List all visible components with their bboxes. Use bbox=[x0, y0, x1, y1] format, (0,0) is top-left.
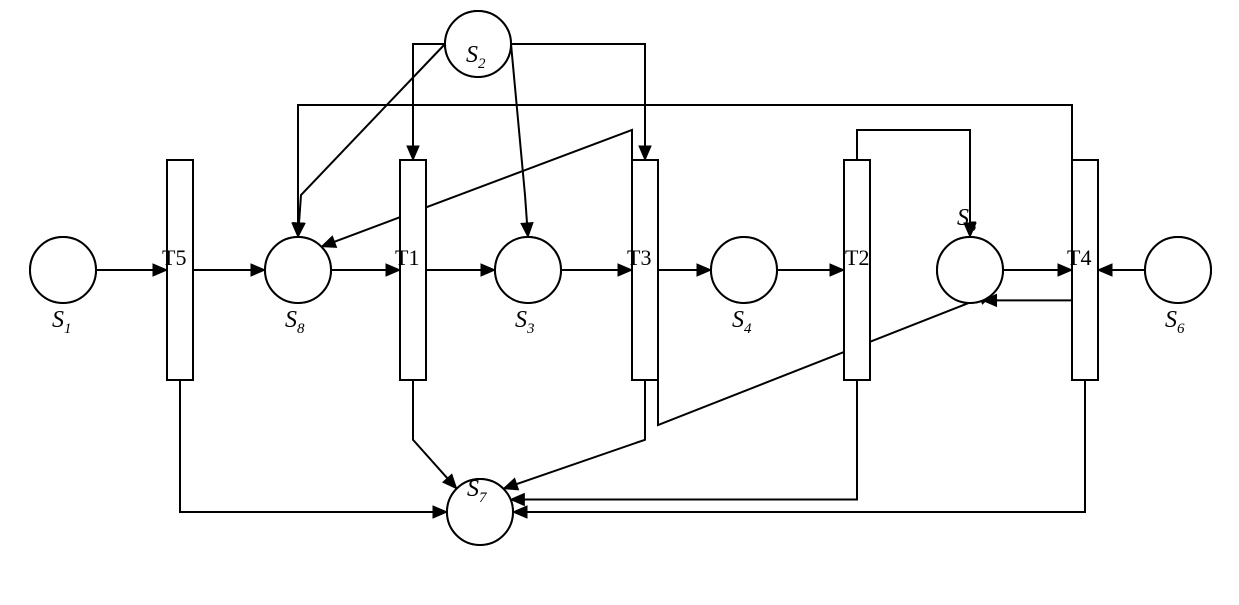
label: S8 bbox=[285, 307, 305, 337]
label: S6 bbox=[1165, 307, 1185, 337]
label: S1 bbox=[52, 307, 72, 337]
label: T5 bbox=[162, 245, 186, 270]
label: S5 bbox=[957, 205, 977, 235]
label: T3 bbox=[627, 245, 651, 270]
label: S3 bbox=[515, 307, 535, 337]
label: T1 bbox=[395, 245, 419, 270]
label: T4 bbox=[1067, 245, 1091, 270]
label: S4 bbox=[732, 307, 752, 337]
label: T2 bbox=[845, 245, 869, 270]
